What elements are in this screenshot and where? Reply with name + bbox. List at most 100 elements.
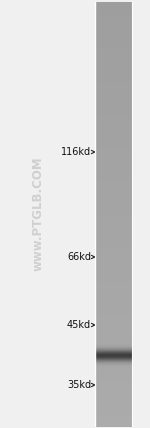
- Bar: [95, 229, 132, 230]
- Bar: [95, 205, 132, 208]
- Bar: [95, 313, 132, 314]
- Bar: [95, 333, 132, 334]
- Bar: [95, 22, 132, 24]
- Bar: [95, 398, 132, 399]
- Bar: [95, 239, 132, 241]
- Bar: [95, 280, 132, 281]
- Bar: [95, 368, 132, 369]
- Bar: [95, 11, 132, 12]
- Bar: [95, 182, 132, 183]
- Bar: [95, 55, 132, 56]
- Bar: [95, 331, 132, 332]
- Bar: [95, 77, 132, 78]
- Bar: [95, 156, 132, 157]
- Bar: [95, 32, 132, 33]
- Bar: [95, 114, 132, 115]
- Bar: [95, 357, 132, 358]
- Bar: [95, 247, 132, 248]
- Bar: [95, 167, 132, 168]
- Bar: [95, 296, 132, 297]
- Bar: [95, 241, 132, 242]
- Bar: [95, 312, 132, 313]
- Bar: [95, 101, 132, 102]
- Bar: [95, 86, 132, 87]
- Bar: [95, 139, 132, 140]
- Bar: [95, 201, 132, 203]
- Bar: [95, 42, 132, 44]
- Bar: [95, 38, 132, 39]
- Bar: [95, 155, 132, 156]
- Bar: [95, 273, 132, 274]
- Bar: [95, 204, 132, 205]
- Bar: [95, 180, 132, 181]
- Bar: [95, 299, 132, 300]
- Bar: [95, 245, 132, 246]
- Bar: [95, 249, 132, 250]
- Bar: [95, 52, 132, 53]
- Bar: [95, 145, 132, 146]
- Bar: [95, 301, 132, 302]
- Bar: [95, 321, 132, 322]
- Bar: [95, 158, 132, 159]
- Bar: [95, 300, 132, 302]
- Bar: [95, 128, 132, 129]
- Bar: [95, 238, 132, 240]
- Bar: [95, 194, 132, 195]
- Bar: [95, 384, 132, 385]
- Bar: [95, 125, 132, 126]
- Bar: [95, 200, 132, 202]
- Bar: [95, 242, 132, 243]
- Bar: [95, 257, 132, 258]
- Bar: [95, 395, 132, 396]
- Bar: [95, 116, 132, 117]
- Bar: [95, 336, 132, 337]
- Bar: [95, 378, 132, 379]
- Bar: [95, 51, 132, 52]
- Bar: [95, 155, 132, 156]
- Bar: [95, 327, 132, 328]
- Bar: [95, 26, 132, 27]
- Bar: [95, 31, 132, 32]
- Bar: [95, 319, 132, 320]
- Bar: [95, 260, 132, 261]
- Bar: [95, 309, 132, 310]
- Bar: [95, 98, 132, 99]
- Bar: [95, 273, 132, 275]
- Bar: [95, 212, 132, 213]
- Bar: [95, 163, 132, 164]
- Bar: [95, 331, 132, 332]
- Bar: [95, 165, 132, 166]
- Bar: [95, 182, 132, 183]
- Bar: [95, 149, 132, 150]
- Bar: [95, 63, 132, 64]
- Bar: [95, 210, 132, 211]
- Bar: [95, 54, 132, 55]
- Bar: [95, 390, 132, 391]
- Bar: [95, 220, 132, 221]
- Bar: [95, 3, 132, 4]
- Bar: [95, 87, 132, 88]
- Bar: [95, 33, 132, 34]
- Bar: [95, 399, 132, 400]
- Bar: [95, 393, 132, 395]
- Bar: [95, 68, 132, 70]
- Bar: [95, 91, 132, 92]
- Bar: [95, 366, 132, 367]
- Bar: [95, 60, 132, 61]
- Bar: [95, 169, 132, 170]
- Bar: [95, 58, 132, 59]
- Bar: [95, 316, 132, 317]
- Bar: [95, 90, 132, 91]
- Bar: [95, 121, 132, 122]
- Bar: [95, 164, 132, 166]
- Bar: [95, 417, 132, 418]
- Bar: [95, 208, 132, 209]
- Bar: [95, 114, 132, 115]
- Bar: [95, 415, 132, 416]
- Bar: [95, 110, 132, 111]
- Bar: [95, 418, 132, 419]
- Bar: [95, 321, 132, 322]
- Bar: [95, 224, 132, 226]
- Bar: [95, 395, 132, 397]
- Bar: [95, 365, 132, 367]
